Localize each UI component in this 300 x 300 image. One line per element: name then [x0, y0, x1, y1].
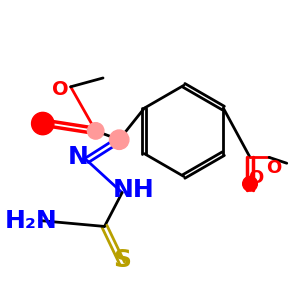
Text: N: N	[68, 146, 88, 170]
Text: O: O	[266, 159, 281, 177]
Text: H₂N: H₂N	[4, 208, 57, 232]
Text: O: O	[52, 80, 69, 99]
Circle shape	[243, 176, 257, 191]
Text: O: O	[248, 169, 263, 187]
Circle shape	[110, 130, 129, 149]
Text: S: S	[113, 248, 131, 272]
Circle shape	[87, 123, 104, 139]
Text: NH: NH	[113, 178, 155, 202]
Circle shape	[32, 112, 54, 135]
